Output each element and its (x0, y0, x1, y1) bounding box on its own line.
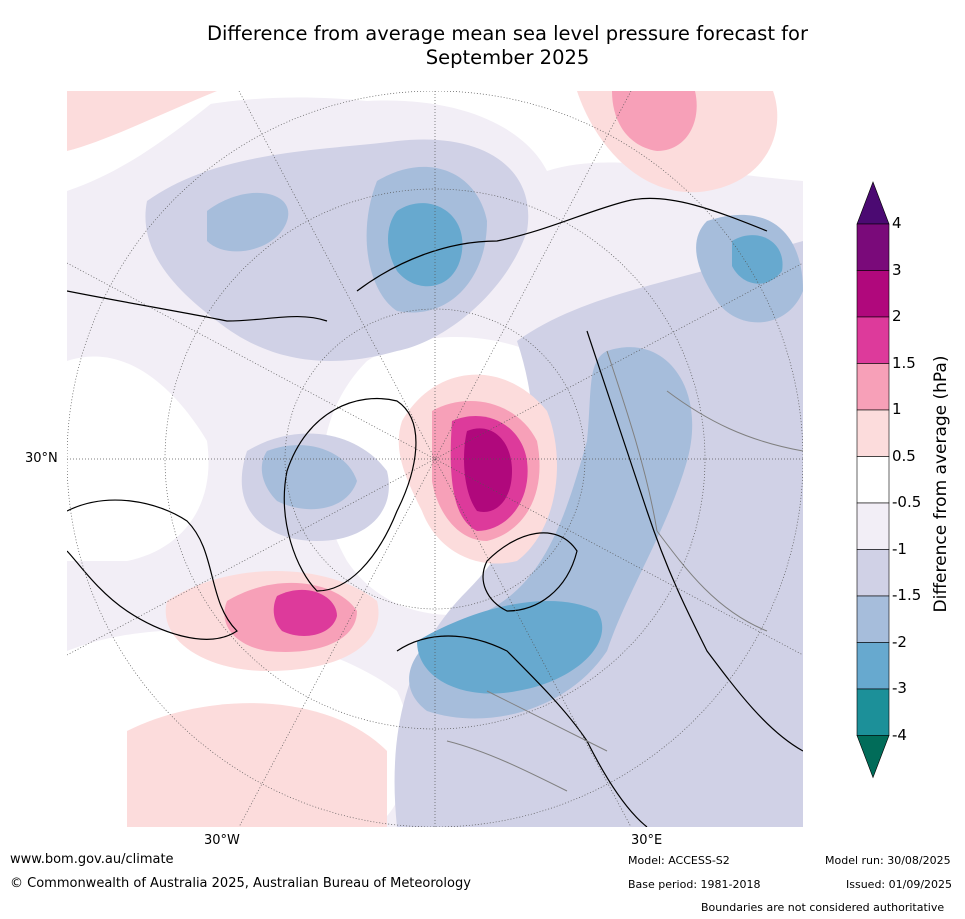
footer-copyright: © Commonwealth of Australia 2025, Austra… (10, 876, 471, 891)
title-line-2: September 2025 (425, 46, 590, 69)
meridian-30w (238, 91, 632, 827)
greenland-coast (283, 397, 417, 592)
footer-url[interactable]: www.bom.gov.au/climate (10, 852, 174, 867)
europe-coast (396, 635, 648, 827)
anomaly-region-neg-4 (207, 192, 289, 252)
meridian-60w (67, 262, 803, 656)
canada-coast (67, 499, 238, 640)
colorbar-band (856, 642, 890, 690)
colorbar-tick-label: -1 (892, 539, 907, 558)
colorbar-tick-label: 2 (892, 307, 902, 325)
colorbar-band (856, 316, 890, 364)
colorbar-band (856, 595, 890, 643)
chart-title: Difference from average mean sea level p… (0, 22, 965, 70)
colorbar-tick-label: 4 (892, 214, 902, 232)
colorbar-tick-label: 3 (892, 260, 902, 279)
lon-label-30w: 30°W (204, 833, 240, 848)
colorbar-tick-label: -0.5 (892, 493, 922, 511)
colorbar-band (856, 456, 890, 504)
colorbar-band (856, 549, 890, 597)
colorbar-band (856, 223, 890, 271)
asia-coast (586, 330, 803, 752)
lon-label-30e: 30°E (631, 833, 663, 848)
colorbar-title: Difference from average (hPa) (931, 355, 951, 613)
anomaly-region-pos-10 (273, 589, 337, 636)
scandinavia-coast (482, 532, 578, 612)
footer-base-period: Base period: 1981-2018 (628, 878, 761, 891)
colorbar-tick-label: 0.5 (892, 446, 916, 465)
anomaly-region-neg-10 (417, 601, 603, 694)
anomaly-map-svg (67, 91, 803, 827)
footer-model: Model: ACCESS-S2 (628, 854, 730, 867)
colorbar-tick-label: -2 (892, 632, 907, 651)
colorbar-tick-label: 1 (892, 400, 902, 418)
border-4 (446, 740, 568, 792)
country-borders (446, 350, 803, 792)
anomaly-region-neutral-left (67, 356, 209, 561)
lat-circle-45 (164, 188, 706, 730)
siberia-coast (356, 197, 768, 292)
colorbar-tick-label: -4 (892, 725, 907, 744)
anomaly-region-neg-8 (261, 445, 357, 510)
border-2 (656, 530, 768, 632)
anomaly-region-neg-11 (732, 235, 783, 284)
footer-disclaimer: Boundaries are not considered authoritat… (701, 901, 945, 914)
colorbar-band (856, 409, 890, 457)
graticule (67, 91, 803, 827)
colorbar (856, 181, 890, 779)
colorbar-extend-top (856, 181, 890, 225)
footer-model-run: Model run: 30/08/2025 (825, 854, 951, 867)
border-1 (606, 350, 658, 532)
colorbar-tick-label: 1.5 (892, 353, 916, 372)
colorbar-band (856, 502, 890, 550)
colorbar-tick-label: -3 (892, 679, 907, 697)
colorbar-band (856, 363, 890, 411)
colorbar-tick-label: -1.5 (892, 586, 922, 604)
anomaly-region-pos-3 (127, 703, 387, 827)
colorbar-band (856, 270, 890, 318)
border-5 (666, 390, 803, 452)
anomaly-region-pos-11 (464, 428, 512, 512)
colorbar-extend-bottom (856, 735, 890, 779)
anomaly-region-pos-8 (612, 91, 697, 151)
anomaly-region-pos-5 (67, 91, 217, 151)
anomaly-region-neg-9 (388, 203, 463, 287)
lat-circle-60 (284, 308, 586, 610)
alaska-coast (67, 290, 328, 322)
lat-label-30n: 30°N (25, 451, 58, 466)
polar-map (67, 91, 803, 827)
meridian-60e (67, 262, 803, 656)
title-line-1: Difference from average mean sea level p… (207, 22, 808, 45)
footer-issued: Issued: 01/09/2025 (846, 878, 953, 891)
coastlines (67, 197, 803, 827)
meridian-30e (238, 91, 632, 827)
colorbar-band (856, 688, 890, 736)
border-3 (486, 690, 608, 752)
